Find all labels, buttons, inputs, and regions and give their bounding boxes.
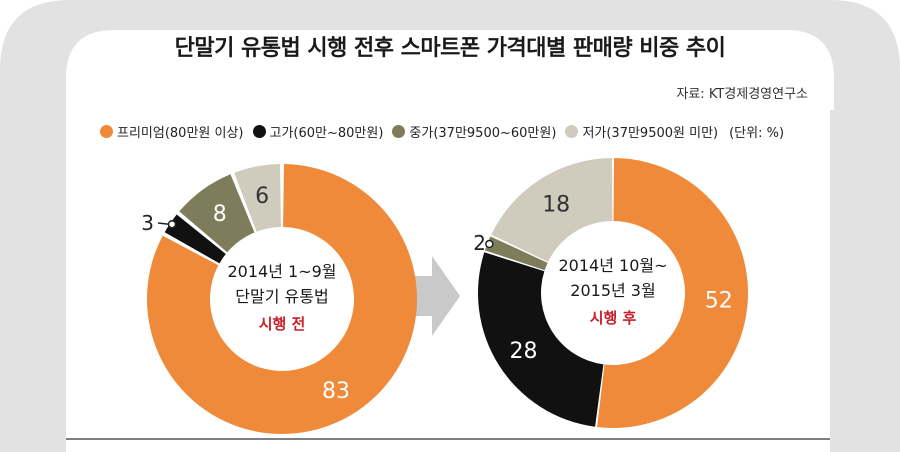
- donut1-callout-dot-high: [167, 219, 177, 229]
- donut1-slice-premium: [146, 164, 417, 434]
- donut1-slice-mid: [179, 174, 255, 253]
- legend-item-mid: 중가(37만9500~60만원): [392, 122, 556, 141]
- legend-swatch-mid: [392, 125, 406, 138]
- legend-label-low: 저가(37만9500원 미만): [582, 126, 719, 141]
- donut1-value-premium: 83: [322, 379, 350, 404]
- legend-swatch-low: [565, 125, 579, 138]
- donut2-center-line-2: 2015년 3월: [570, 281, 655, 300]
- donut1-value-low: 6: [255, 184, 269, 209]
- donut2-slice-low: [491, 158, 613, 262]
- legend-swatch-premium: [100, 125, 113, 138]
- legend-label-high: 고가(60만~80만원): [269, 126, 384, 141]
- donut1-slice-high: [164, 214, 226, 264]
- unit-note: (단위: %): [729, 126, 785, 141]
- donut2-value-low: 18: [542, 193, 570, 218]
- donut1-center-emphasis: 시행 전: [259, 315, 306, 333]
- donut2-value-premium: 52: [705, 289, 733, 314]
- legend: 프리미엄(80만원 이상) 고가(60만~80만원) 중가(37만9500~60…: [100, 122, 784, 141]
- phone-top-panel: [66, 30, 834, 110]
- donut2-value-high: 28: [510, 339, 538, 364]
- donut2-value-mid: 2: [473, 231, 486, 255]
- donut2-slice-mid: [484, 236, 548, 271]
- legend-swatch-high: [252, 125, 266, 138]
- donut2-center-emphasis: 시행 후: [590, 309, 637, 327]
- donut2-slice-premium: [597, 158, 749, 429]
- legend-label-mid: 중가(37만9500~60만원): [409, 126, 557, 141]
- legend-item-premium: 프리미엄(80만원 이상): [100, 122, 244, 141]
- donut1-center-line-1: 2014년 1~9월: [227, 262, 336, 281]
- donut2-center-line-1: 2014년 10월~: [558, 256, 667, 275]
- donut2-slice-high: [477, 252, 604, 427]
- donut2-callout-dot-mid: [485, 239, 494, 249]
- legend-item-low: 저가(37만9500원 미만): [565, 122, 718, 141]
- donut1-value-high: 3: [141, 211, 154, 235]
- donut1-callout-line-high: [157, 222, 170, 225]
- source-note: 자료: KT경제경영연구소: [676, 87, 808, 102]
- donut1-center-line-2: 단말기 유통법: [235, 287, 328, 306]
- transition-arrow: [412, 256, 460, 336]
- legend-item-high: 고가(60만~80만원): [252, 122, 384, 141]
- chart-title: 단말기 유통법 시행 전후 스마트폰 가격대별 판매량 비중 추이: [174, 36, 726, 61]
- donut1-value-mid: 8: [213, 202, 227, 227]
- donut1-slice-low: [234, 164, 281, 232]
- legend-label-premium: 프리미엄(80만원 이상): [117, 126, 244, 141]
